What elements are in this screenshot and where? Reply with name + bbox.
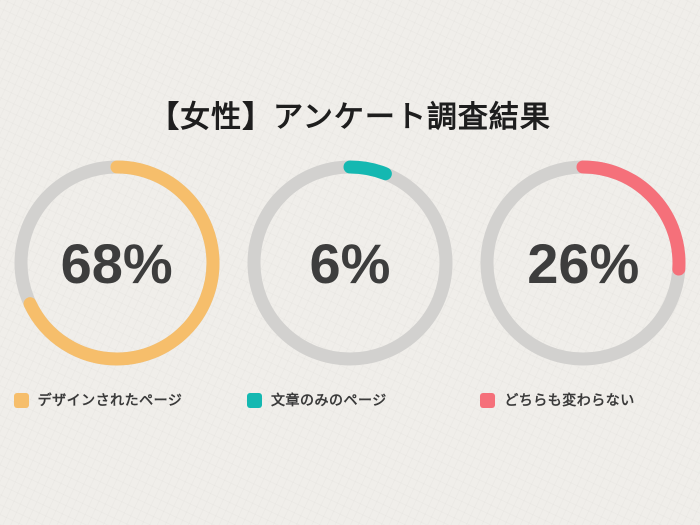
legend-label: デザインされたページ	[37, 392, 183, 408]
donut-ring: 6%	[247, 160, 453, 366]
legend-label: 文章のみのページ	[270, 392, 387, 408]
legend-swatch	[13, 392, 29, 408]
legend-swatch	[246, 392, 262, 408]
donut-svg	[480, 160, 686, 366]
donut-ring: 68%	[14, 160, 220, 366]
donut-ring: 26%	[480, 160, 686, 366]
donut-arc	[480, 160, 686, 366]
donut-percentage: 26%	[527, 231, 640, 295]
donut-arc	[247, 160, 453, 366]
donut-chart-no-difference: 26% どちらも変わらない	[468, 160, 698, 410]
chart-title: 【女性】アンケート調査結果	[149, 101, 551, 134]
legend-item: デザインされたページ	[13, 390, 220, 410]
donut-arc	[14, 160, 220, 366]
donut-chart-design: 68% デザインされたページ	[2, 160, 232, 410]
donut-percentage: 68%	[60, 231, 173, 295]
legend-item: 文章のみのページ	[246, 390, 453, 410]
legend-label: どちらも変わらない	[504, 392, 635, 408]
donut-svg	[14, 160, 220, 366]
donut-percentage: 6%	[309, 231, 391, 295]
donut-chart-text-only: 6% 文章のみのページ	[235, 160, 465, 410]
legend-swatch	[480, 392, 496, 408]
charts-row: 68% デザインされたページ 6% 文章のみのページ	[0, 160, 700, 410]
donut-svg	[247, 160, 453, 366]
legend-item: どちらも変わらない	[480, 390, 686, 410]
